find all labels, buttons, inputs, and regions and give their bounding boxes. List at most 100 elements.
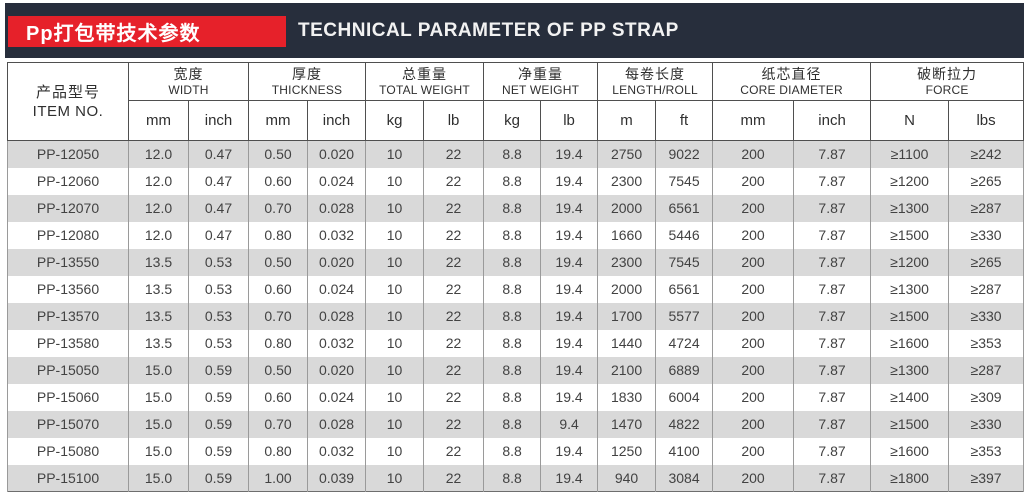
value-cell: 0.50 bbox=[248, 140, 309, 168]
value-cell: 13.5 bbox=[128, 248, 189, 276]
value-cell: 0.59 bbox=[187, 410, 250, 438]
value-cell: 10 bbox=[365, 464, 425, 492]
value-cell: 15.0 bbox=[128, 410, 189, 438]
value-cell: 8.8 bbox=[483, 221, 542, 249]
value-cell: 8.8 bbox=[483, 410, 542, 438]
table-row: PP-13580 13.5 0.53 0.80 0.032 10 22 8.8 19.4 1440… bbox=[7, 329, 1024, 357]
value-cell: 0.60 bbox=[248, 275, 309, 303]
value-cell: 8.8 bbox=[483, 437, 542, 465]
value-cell: 1830 bbox=[597, 383, 657, 411]
table-row: PP-12070 12.0 0.47 0.70 0.028 10 22 8.8 19.4 2000… bbox=[7, 194, 1024, 222]
value-cell: 0.80 bbox=[248, 221, 309, 249]
value-cell: 19.4 bbox=[540, 221, 599, 249]
value-cell: 7.87 bbox=[793, 464, 872, 492]
value-cell: 0.70 bbox=[248, 410, 309, 438]
value-cell: 0.028 bbox=[307, 410, 367, 438]
item-no-cell: PP-13550 bbox=[7, 248, 129, 276]
value-cell: 6561 bbox=[655, 275, 714, 303]
unit-header-length-roll-m: m bbox=[597, 100, 657, 141]
value-cell: 200 bbox=[712, 302, 795, 330]
value-cell: 8.8 bbox=[483, 140, 542, 168]
value-cell: 13.5 bbox=[128, 275, 189, 303]
item-no-cell: PP-15050 bbox=[7, 356, 129, 384]
value-cell: ≥1200 bbox=[870, 248, 950, 276]
group-label-en: TOTAL WEIGHT bbox=[379, 83, 470, 97]
value-cell: 6889 bbox=[655, 356, 714, 384]
value-cell: 19.4 bbox=[540, 167, 599, 195]
value-cell: 0.47 bbox=[187, 221, 250, 249]
value-cell: 200 bbox=[712, 383, 795, 411]
value-cell: 19.4 bbox=[540, 383, 599, 411]
value-cell: ≥242 bbox=[948, 140, 1024, 168]
column-group-core-diameter: 纸芯直径 CORE DIAMETER bbox=[712, 62, 872, 101]
value-cell: 2750 bbox=[597, 140, 657, 168]
value-cell: 0.59 bbox=[187, 464, 250, 492]
group-label-en: THICKNESS bbox=[271, 83, 343, 97]
value-cell: 12.0 bbox=[128, 140, 189, 168]
unit-header-force-lbs: lbs bbox=[948, 100, 1024, 141]
value-cell: 10 bbox=[365, 167, 425, 195]
item-no-cell: PP-15060 bbox=[7, 383, 129, 411]
table-header: 产品型号 ITEM NO. 宽度 WIDTH 厚度 THICKNESS 总重量 TOTAL… bbox=[7, 62, 1024, 141]
value-cell: 19.4 bbox=[540, 140, 599, 168]
value-cell: 0.50 bbox=[248, 248, 309, 276]
header-bar: Pp打包带技术参数 TECHNICAL PARAMETER OF PP STRA… bbox=[5, 3, 1024, 58]
item-no-cell: PP-12070 bbox=[7, 194, 129, 222]
group-label-cn: 净重量 bbox=[518, 66, 564, 82]
value-cell: 2100 bbox=[597, 356, 657, 384]
value-cell: 200 bbox=[712, 437, 795, 465]
value-cell: 0.032 bbox=[307, 329, 367, 357]
value-cell: 10 bbox=[365, 248, 425, 276]
value-cell: 10 bbox=[365, 383, 425, 411]
group-label-en: WIDTH bbox=[168, 83, 209, 97]
unit-header-total-weight-kg: kg bbox=[365, 100, 425, 141]
value-cell: 2300 bbox=[597, 248, 657, 276]
value-cell: 8.8 bbox=[483, 275, 542, 303]
value-cell: 7.87 bbox=[793, 410, 872, 438]
value-cell: 8.8 bbox=[483, 167, 542, 195]
value-cell: 5577 bbox=[655, 302, 714, 330]
value-cell: ≥1500 bbox=[870, 302, 950, 330]
value-cell: 10 bbox=[365, 140, 425, 168]
value-cell: 0.59 bbox=[187, 437, 250, 465]
group-label-cn: 总重量 bbox=[402, 66, 448, 82]
value-cell: ≥353 bbox=[948, 329, 1024, 357]
value-cell: 6004 bbox=[655, 383, 714, 411]
value-cell: 0.59 bbox=[187, 383, 250, 411]
value-cell: 200 bbox=[712, 329, 795, 357]
group-label-cn: 破断拉力 bbox=[917, 66, 978, 82]
value-cell: 19.4 bbox=[540, 302, 599, 330]
group-label-cn: 宽度 bbox=[173, 66, 204, 82]
value-cell: 0.47 bbox=[187, 194, 250, 222]
value-cell: 12.0 bbox=[128, 194, 189, 222]
value-cell: 200 bbox=[712, 221, 795, 249]
value-cell: 19.4 bbox=[540, 437, 599, 465]
value-cell: 19.4 bbox=[540, 248, 599, 276]
value-cell: 0.020 bbox=[307, 356, 367, 384]
page-title-en: TECHNICAL PARAMETER OF PP STRAP bbox=[298, 19, 679, 41]
value-cell: 0.53 bbox=[187, 329, 250, 357]
value-cell: 22 bbox=[423, 167, 485, 195]
item-no-cell: PP-13570 bbox=[7, 302, 129, 330]
value-cell: 0.60 bbox=[248, 383, 309, 411]
value-cell: 7.87 bbox=[793, 383, 872, 411]
value-cell: ≥1300 bbox=[870, 275, 950, 303]
value-cell: 22 bbox=[423, 248, 485, 276]
item-no-cell: PP-15070 bbox=[7, 410, 129, 438]
item-no-cell: PP-12060 bbox=[7, 167, 129, 195]
value-cell: 10 bbox=[365, 275, 425, 303]
value-cell: 0.028 bbox=[307, 194, 367, 222]
value-cell: ≥287 bbox=[948, 356, 1024, 384]
value-cell: 4724 bbox=[655, 329, 714, 357]
value-cell: 1.00 bbox=[248, 464, 309, 492]
value-cell: 0.039 bbox=[307, 464, 367, 492]
value-cell: 8.8 bbox=[483, 383, 542, 411]
column-group-width: 宽度 WIDTH bbox=[127, 62, 250, 101]
value-cell: 9.4 bbox=[540, 410, 599, 438]
table-row: PP-13570 13.5 0.53 0.70 0.028 10 22 8.8 19.4 1700… bbox=[7, 302, 1024, 330]
column-group-total-weight: 总重量 TOTAL WEIGHT bbox=[365, 62, 485, 101]
value-cell: ≥1500 bbox=[870, 410, 950, 438]
pp-strap-parameters-table: 产品型号 ITEM NO. 宽度 WIDTH 厚度 THICKNESS 总重量 TOTAL… bbox=[7, 62, 1024, 492]
value-cell: 15.0 bbox=[128, 464, 189, 492]
value-cell: 0.028 bbox=[307, 302, 367, 330]
